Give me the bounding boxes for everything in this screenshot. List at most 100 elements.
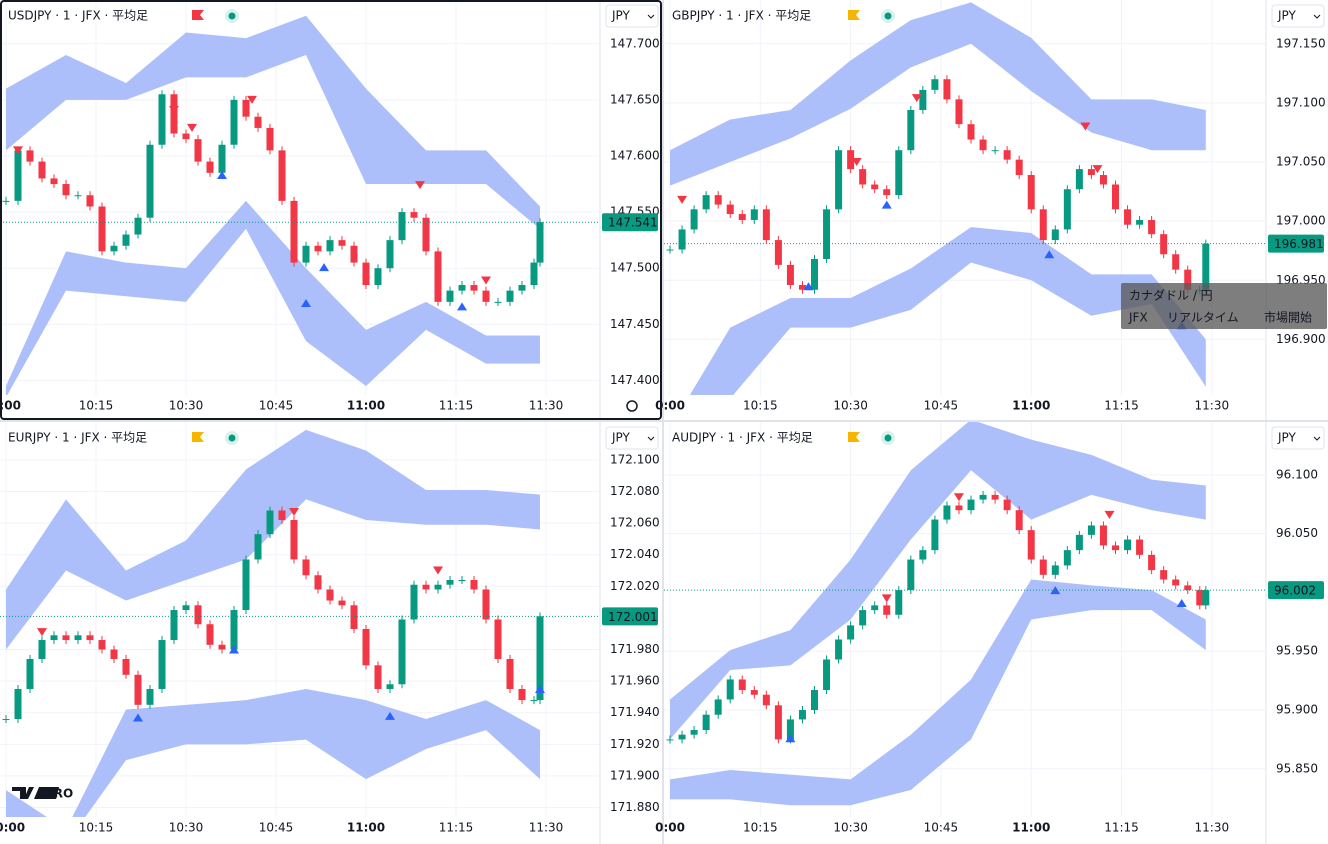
currency-button-caret [1313,14,1321,19]
candle [750,209,758,220]
candle [955,505,963,511]
x-tick-label: 10:30 [833,399,868,413]
candle [979,139,987,151]
candle [86,195,94,207]
candle [1015,159,1023,176]
candle [979,494,987,500]
band [6,200,540,395]
candle [290,519,298,560]
candle [726,204,734,215]
candle [1184,585,1192,591]
candle [194,605,202,625]
x-tick-label: 11:15 [439,821,474,835]
candle [98,206,106,252]
candle [1003,150,1011,160]
candle [470,580,478,590]
candle [398,619,406,685]
candle [218,644,226,650]
candle [955,99,963,125]
candle [14,150,22,201]
sell-signal [481,276,491,285]
x-tick-label: 11:15 [1104,399,1139,413]
candle [494,619,502,659]
x-tick-label: 10:15 [743,821,778,835]
candle [386,684,394,690]
buy-signal [217,171,227,180]
candle [943,79,951,100]
candle [254,116,262,128]
sell-signal [1080,122,1091,131]
x-tick-label: 10:45 [924,821,959,835]
candle [883,605,891,615]
currency-button-label[interactable]: JPY [611,431,631,445]
candle [811,690,818,711]
candle [242,99,250,117]
x-tick-label: 0:00 [655,399,685,413]
x-tick-label: 10:45 [259,821,294,835]
y-tick-label: 96.050 [1276,526,1318,540]
currency-button[interactable] [1271,426,1325,450]
chart-pane: 147.700147.650147.600147.550147.500147.4… [0,0,662,420]
last-price-label: 96.002 [1274,584,1316,598]
candle [690,209,698,230]
candle [931,519,939,551]
tooltip-feed: リアルタイム [1167,311,1239,325]
currency-button-label[interactable]: JPY [611,9,631,23]
candle [1202,243,1210,290]
candle [895,150,903,196]
y-tick-label: 147.450 [610,317,660,331]
candle [1027,530,1035,560]
pane-title: AUDJPY · 1 · JFX · 平均足 [672,431,813,445]
x-tick-label: 10:00 [0,821,25,835]
sell-signal [1092,165,1103,174]
buy-signal [229,645,239,654]
candle [230,99,238,145]
candle [266,127,274,151]
sell-signal [953,493,964,502]
candle [374,268,382,286]
currency-button[interactable] [605,426,659,450]
candle [338,600,346,606]
candle [1075,534,1083,551]
candle [1051,565,1059,575]
currency-button[interactable] [605,4,659,28]
band [670,2,1206,186]
pane-title: EURJPY · 1 · JFX · 平均足 [8,431,147,445]
sell-signal [415,181,425,190]
sell-signal [1104,510,1115,519]
currency-button-label[interactable]: JPY [1277,9,1297,23]
candle [158,640,166,690]
x-tick-label: 10:15 [79,399,114,413]
status-dot [884,12,892,20]
status-dot [228,434,236,442]
candle [1172,254,1180,270]
x-tick-label: 0:00 [655,821,685,835]
candle [666,739,674,741]
y-tick-label: 172.060 [610,516,660,530]
candle [482,290,490,302]
x-tick-label: 10:30 [169,821,204,835]
candle [146,689,154,705]
candle [398,212,406,241]
candle [494,301,502,303]
settings-icon[interactable] [626,400,638,412]
candle [26,150,34,162]
candle [536,222,544,263]
candle [859,169,867,185]
candle [726,679,734,700]
candle [738,679,746,691]
candle [302,245,310,263]
currency-button-label[interactable]: JPY [1277,431,1297,445]
sell-signal [677,195,688,204]
candle [110,649,118,659]
candle [170,610,178,641]
y-tick-label: 196.900 [1276,332,1326,346]
y-tick-label: 147.650 [610,92,660,106]
sell-signal [247,95,257,104]
sell-signal [13,146,23,155]
plot-area [0,422,600,817]
currency-button-caret [647,436,655,441]
candle [798,285,806,290]
currency-button[interactable] [1271,4,1325,28]
